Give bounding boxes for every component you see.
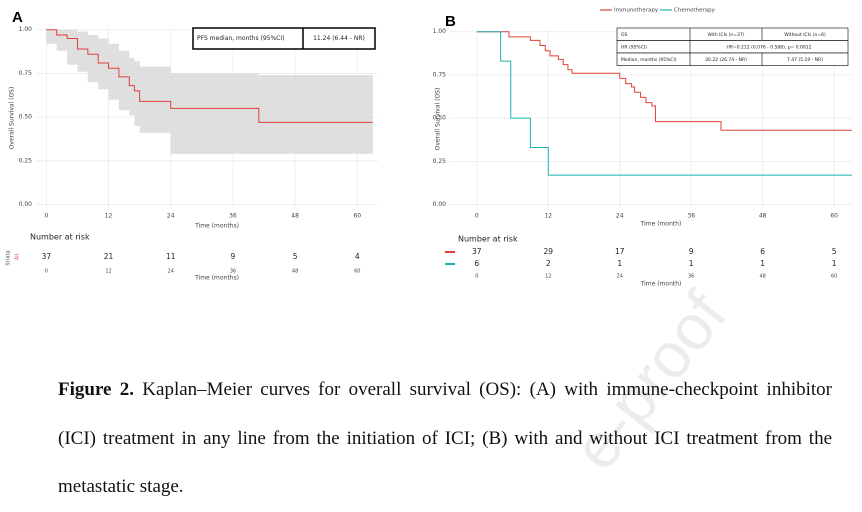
caption-label: Figure 2. — [58, 379, 135, 400]
risk-time-label: 0 — [45, 269, 48, 275]
x-tick-label: 60 — [830, 213, 838, 220]
risk-x-label: Time (months) — [194, 275, 239, 282]
risk-table-title: Number at risk — [30, 233, 90, 242]
y-tick-label: 1.00 — [433, 28, 447, 35]
y-tick-label: 0.50 — [19, 114, 33, 121]
x-tick-label: 36 — [229, 213, 237, 220]
x-tick-label: 24 — [616, 213, 624, 220]
figure: e-proof A0.000.250.500.751.000 12 24 36 48 60… — [6, 8, 852, 483]
risk-count: 29 — [543, 247, 553, 256]
risk-count: 21 — [104, 252, 114, 261]
risk-table-title: Number at risk — [458, 235, 518, 244]
risk-count: 37 — [472, 247, 482, 256]
inset-text: HR=0.212 (0.076 - 0.588), p= 0.0012 — [726, 44, 811, 50]
x-tick-label: 12 — [544, 213, 552, 220]
risk-time-label: 12 — [545, 274, 551, 280]
risk-row-label: All — [15, 254, 21, 260]
risk-strata-label: Strata — [6, 250, 12, 265]
x-tick-label: 60 — [353, 213, 361, 220]
risk-count: 1 — [760, 259, 765, 268]
y-axis-label: Overall Survival (OS) — [435, 88, 442, 151]
inset-cell — [192, 27, 376, 50]
y-tick-label: 0.00 — [433, 201, 447, 208]
inset-text: HR (95%CI) — [621, 44, 647, 50]
risk-time-label: 48 — [292, 269, 298, 275]
x-tick-label: 36 — [687, 213, 695, 220]
x-axis-label: Time (month) — [640, 221, 682, 228]
risk-count: 4 — [355, 252, 360, 261]
risk-count: 17 — [615, 247, 625, 256]
inset-text: 7.47 (5.19 - NR) — [787, 57, 823, 63]
risk-time-label: 36 — [688, 274, 694, 280]
inset-text: PFS median, months (95%CI) — [197, 35, 284, 42]
x-axis-label: Time (months) — [194, 223, 239, 230]
survival-curve — [46, 29, 373, 123]
legend-label: Chemotherapy — [674, 8, 716, 14]
risk-time-label: 12 — [105, 269, 111, 275]
risk-time-label: 48 — [759, 274, 765, 280]
risk-count: 37 — [42, 252, 52, 261]
x-tick-label: 48 — [291, 213, 299, 220]
risk-count: 2 — [546, 259, 551, 268]
risk-count: 1 — [689, 259, 694, 268]
inset-cell — [616, 52, 849, 66]
y-tick-label: 0.75 — [19, 70, 33, 77]
inset-text: OS — [621, 32, 628, 38]
panel-label: B — [445, 13, 456, 30]
risk-count: 6 — [474, 259, 479, 268]
risk-count: 5 — [293, 252, 298, 261]
x-tick-label: 0 — [475, 213, 479, 220]
y-tick-label: 0.50 — [433, 115, 447, 122]
risk-count: 5 — [832, 247, 837, 256]
legend-label: Immunotherapy — [614, 8, 659, 14]
risk-time-label: 24 — [617, 274, 623, 280]
y-tick-label: 0.75 — [433, 71, 447, 78]
risk-time-label: 24 — [168, 269, 174, 275]
inset-text: 30.22 (26.74 - NR) — [705, 57, 747, 63]
x-tick-label: 0 — [44, 213, 48, 220]
y-tick-label: 0.25 — [433, 158, 447, 165]
caption-text: Kaplan–Meier curves for overall survival… — [58, 379, 832, 497]
risk-x-label: Time (month) — [640, 281, 682, 288]
y-tick-label: 0.00 — [19, 201, 33, 208]
inset-text: With ICIs (n=37) — [707, 32, 744, 38]
risk-count: 9 — [231, 252, 236, 261]
y-tick-label: 0.25 — [19, 157, 33, 164]
x-tick-label: 24 — [167, 213, 175, 220]
risk-count: 9 — [689, 247, 694, 256]
risk-time-label: 60 — [831, 274, 837, 280]
risk-time-label: 0 — [475, 274, 478, 280]
risk-count: 11 — [166, 252, 176, 261]
page: {"chart_data": [ {"type": "line", "panel… — [5, 7, 852, 497]
y-axis-label: Overall Survival (OS) — [9, 87, 16, 150]
inset-text: Without ICIs (n=6) — [784, 32, 826, 38]
risk-count: 1 — [617, 259, 622, 268]
survival-curve — [476, 31, 852, 131]
x-tick-label: 12 — [105, 213, 113, 220]
risk-count: 6 — [760, 247, 765, 256]
survival-curve — [476, 31, 852, 176]
risk-time-label: 60 — [354, 269, 360, 275]
x-tick-label: 48 — [759, 213, 767, 220]
panel-label: A — [12, 9, 23, 26]
caption: Figure 2. Kaplan–Meier curves for overal… — [58, 366, 832, 512]
inset-text: 11.24 (6.44 - NR) — [313, 35, 365, 42]
inset-text: Median, months (95%CI) — [621, 57, 677, 63]
risk-count: 1 — [832, 259, 837, 268]
y-tick-label: 1.00 — [19, 26, 33, 33]
risk-time-label: 36 — [230, 269, 236, 275]
